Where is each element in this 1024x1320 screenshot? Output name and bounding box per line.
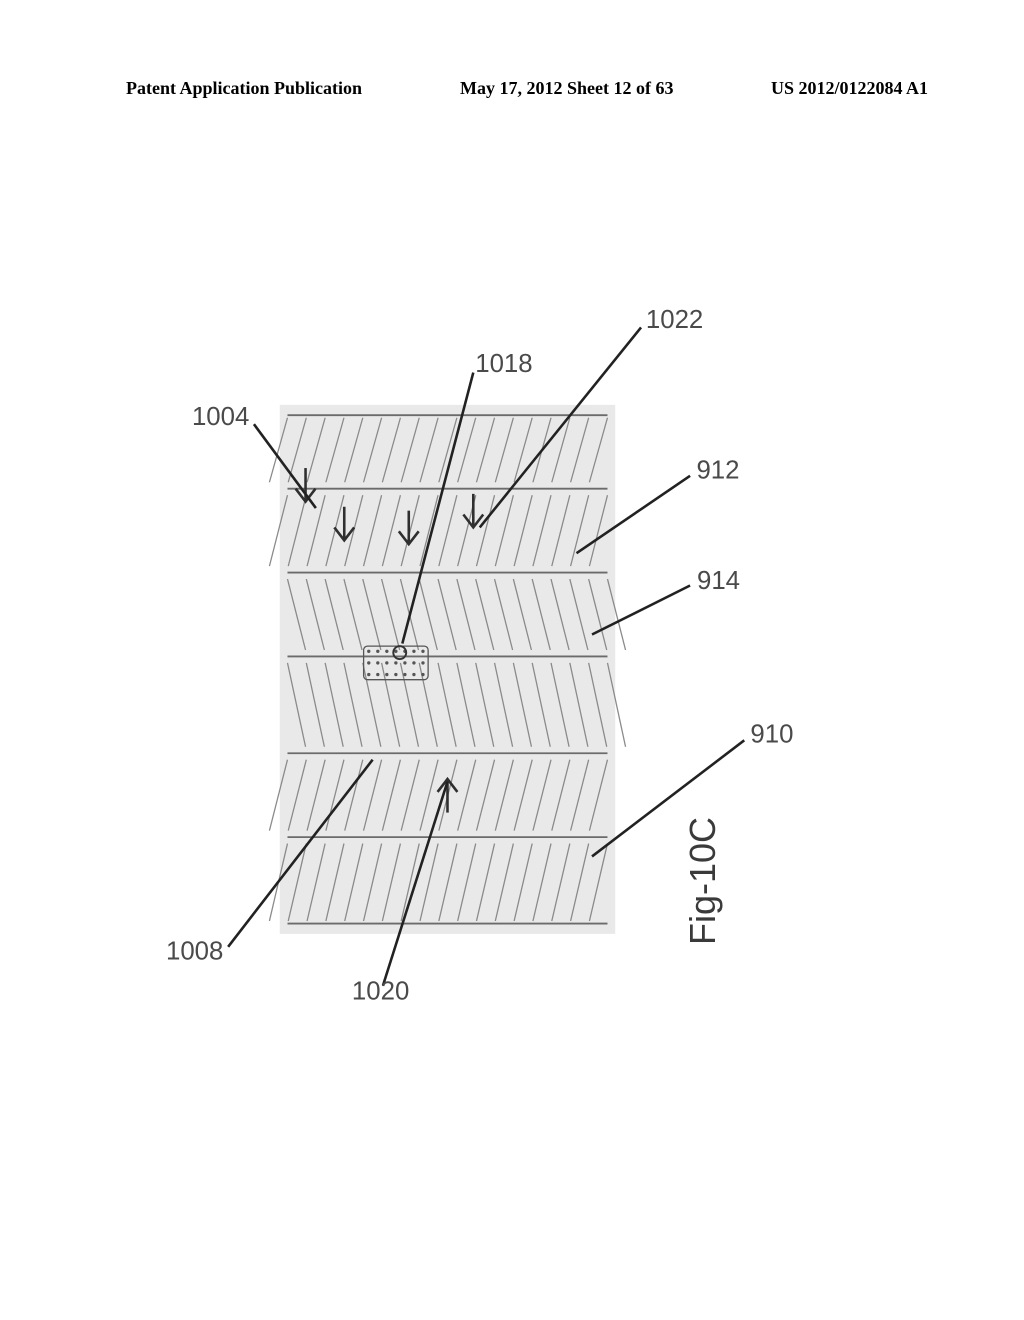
header-left: Patent Application Publication [126,78,362,99]
figure-label: Fig-10C [682,817,724,945]
ref-label-1004: 1004 [192,403,249,431]
ref-label-1020: 1020 [352,978,409,1006]
ref-label-910: 910 [750,720,793,748]
figure-10c: 1022 1018 1004 912 914 910 1008 1020 Fig-10C [112,250,912,1050]
ref-label-912: 912 [696,456,739,484]
ref-label-1018: 1018 [475,350,532,378]
ref-label-1022: 1022 [646,306,703,334]
page: Patent Application Publication May 17, 2… [0,0,1024,1320]
ref-label-914: 914 [697,567,740,595]
header-right: US 2012/0122084 A1 [771,78,928,99]
gray-panel [280,405,615,934]
ref-label-1008: 1008 [166,938,223,966]
figure-svg: 1022 1018 1004 912 914 910 1008 1020 [112,250,912,1050]
header-mid: May 17, 2012 Sheet 12 of 63 [460,78,673,99]
